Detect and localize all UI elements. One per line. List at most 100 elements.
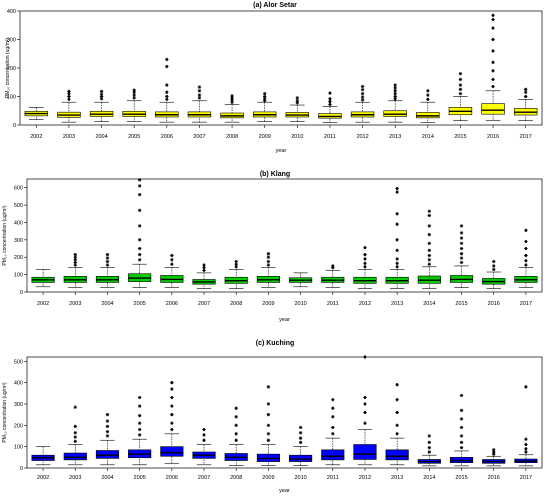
outlier-point <box>202 433 206 437</box>
outlier-point <box>105 259 110 264</box>
outlier-point <box>395 186 399 191</box>
outlier-point <box>105 256 110 260</box>
outlier-point <box>395 432 399 436</box>
outlier-point <box>266 252 271 256</box>
x-tick-label: 2009 <box>262 301 274 307</box>
x-tick-label: 2003 <box>69 475 81 481</box>
outlier-point <box>266 255 271 259</box>
outlier-point <box>105 424 110 429</box>
y-tick-label: 400 <box>7 9 16 15</box>
outlier-point <box>524 246 528 251</box>
box-2017 <box>514 385 538 467</box>
box-2010 <box>289 425 313 466</box>
outlier-point <box>363 402 367 406</box>
outlier-point <box>459 231 464 235</box>
box-2010 <box>285 96 310 122</box>
outlier-point <box>427 241 432 246</box>
outlier-point <box>73 439 77 444</box>
x-tick-label: 2002 <box>37 301 49 307</box>
outlier-point <box>459 256 464 260</box>
x-tick-label: 2016 <box>488 475 500 481</box>
outlier-point <box>170 262 174 266</box>
box-2007 <box>187 85 212 123</box>
outlier-point <box>491 17 495 22</box>
outlier-point <box>427 446 432 450</box>
outlier-point <box>458 72 463 76</box>
outlier-point <box>458 91 463 96</box>
outlier-point <box>137 224 142 228</box>
box-2008 <box>224 406 248 466</box>
x-tick-label: 2004 <box>101 475 113 481</box>
outlier-point <box>363 421 367 425</box>
box-2011 <box>321 397 345 466</box>
outlier-point <box>395 397 399 402</box>
outlier-point <box>427 258 432 262</box>
x-tick-label: 2017 <box>520 134 532 140</box>
box-2012 <box>353 245 377 289</box>
outlier-point <box>328 91 332 95</box>
outlier-point <box>230 96 234 100</box>
box-2005 <box>122 88 146 122</box>
outlier-point <box>363 245 367 250</box>
outlier-point <box>266 423 271 428</box>
x-tick-label: 2003 <box>63 134 75 140</box>
outlier-point <box>99 92 104 96</box>
box-2003 <box>57 89 81 123</box>
box-iqr <box>353 444 377 460</box>
outlier-point <box>363 252 367 257</box>
y-axis-label: PM₁₀ concentration (ug/m³) <box>2 205 8 266</box>
box-2016 <box>482 259 506 289</box>
outlier-point <box>298 440 303 445</box>
outlier-point <box>393 89 397 93</box>
outlier-point <box>393 83 397 87</box>
outlier-point <box>363 395 367 400</box>
x-tick-label: 2016 <box>487 134 499 140</box>
outlier-point <box>170 412 174 417</box>
outlier-point <box>137 433 142 437</box>
outlier-point <box>197 85 202 89</box>
outlier-point <box>491 77 495 82</box>
x-tick-label: 2013 <box>389 134 401 140</box>
outlier-point <box>459 417 464 421</box>
outlier-point <box>234 262 238 266</box>
outlier-point <box>360 87 365 92</box>
outlier-point <box>67 97 71 102</box>
box-2003 <box>63 252 87 288</box>
outlier-point <box>459 393 464 398</box>
outlier-point <box>105 263 110 267</box>
outlier-point <box>393 94 397 99</box>
box-2011 <box>321 264 345 288</box>
outlier-point <box>395 261 399 266</box>
outlier-point <box>137 208 142 212</box>
x-tick-label: 2004 <box>95 134 107 140</box>
box-2015 <box>448 72 473 122</box>
box-2009 <box>256 385 280 466</box>
outlier-point <box>266 385 271 389</box>
outlier-point <box>295 101 300 105</box>
box-2002 <box>31 269 55 288</box>
outlier-point <box>524 259 528 263</box>
y-tick-label: 100 <box>14 273 23 279</box>
box-2006 <box>155 57 179 123</box>
outlier-point <box>524 253 528 258</box>
outlier-point <box>491 26 495 30</box>
outlier-point <box>524 450 528 454</box>
outlier-point <box>165 57 169 62</box>
outlier-point <box>427 213 432 218</box>
outlier-point <box>73 260 77 265</box>
box-2017 <box>514 228 538 288</box>
outlier-point <box>170 258 174 262</box>
x-tick-label: 2002 <box>37 475 49 481</box>
outlier-point <box>73 255 77 259</box>
box-iqr <box>416 112 440 119</box>
x-tick-label: 2011 <box>327 301 339 307</box>
box-2002 <box>24 107 49 120</box>
box-2016 <box>481 13 505 122</box>
outlier-point <box>170 380 174 385</box>
box-2012 <box>350 84 375 123</box>
outlier-point <box>491 84 495 89</box>
outlier-point <box>234 438 238 442</box>
outlier-point <box>393 86 397 90</box>
outlier-point <box>105 252 110 257</box>
outlier-point <box>262 99 267 103</box>
